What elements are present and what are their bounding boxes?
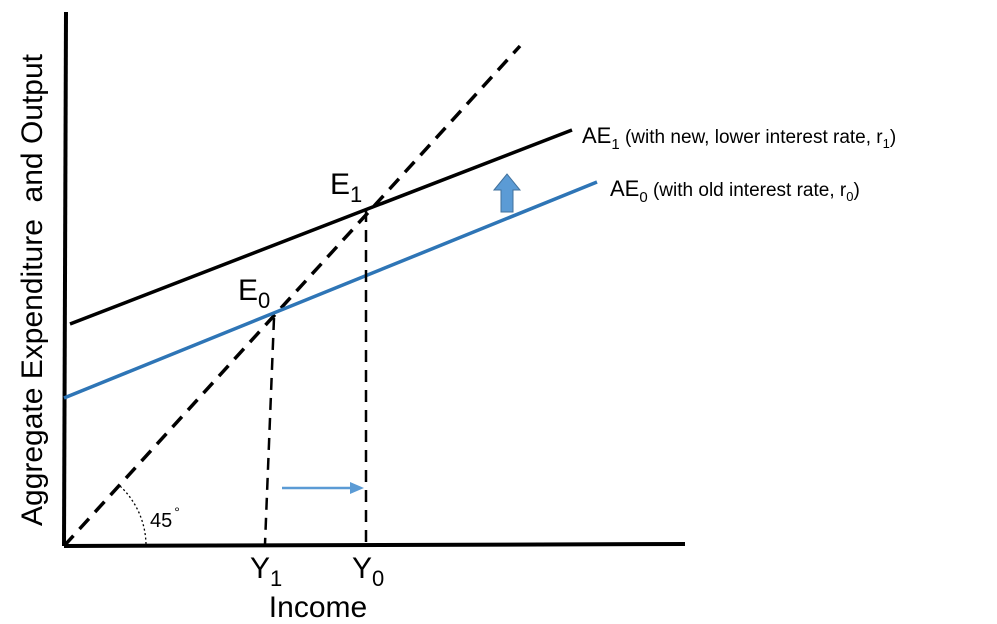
angle-label: 45 ° xyxy=(150,504,180,532)
ae1-line xyxy=(69,128,573,326)
y1-drop-line xyxy=(263,317,276,545)
income-shift-arrowhead xyxy=(350,482,364,494)
x-axis-label: Income xyxy=(269,591,367,624)
angle-arc xyxy=(119,485,147,545)
ae1-label: AE1 (with new, lower interest rate, r1) xyxy=(582,123,896,153)
y1-label: Y1 xyxy=(250,552,282,591)
y0-label: Y0 xyxy=(352,552,384,591)
x-axis xyxy=(63,542,686,548)
forty-five-degree-line xyxy=(62,44,522,548)
ae0-line xyxy=(63,180,598,400)
y-axis-label: Aggregate Expenditure and Output xyxy=(16,53,49,526)
ae0-label: AE0 (with old interest rate, r0) xyxy=(610,176,860,206)
y-axis xyxy=(62,11,68,547)
e1-label: E1 xyxy=(330,168,362,207)
shift-up-arrow xyxy=(492,173,522,213)
e0-label: E0 xyxy=(238,274,270,313)
